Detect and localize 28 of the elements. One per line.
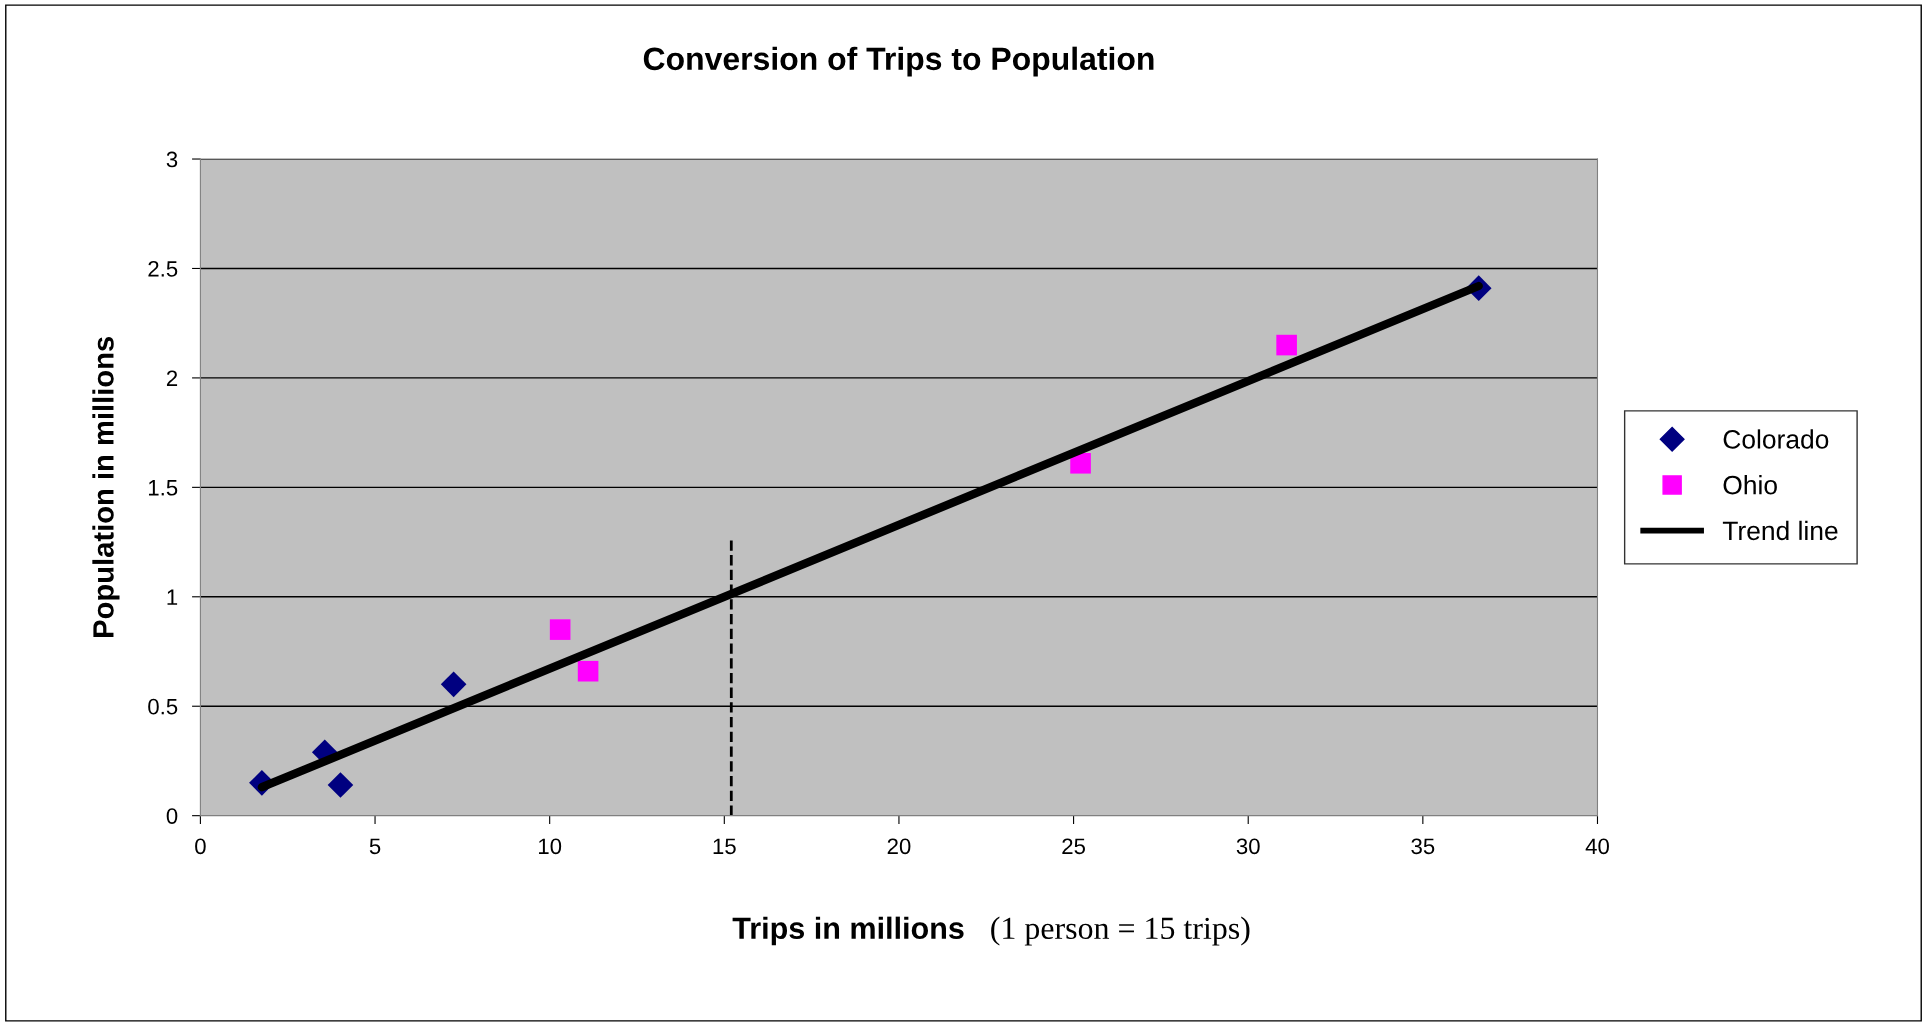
point [327,772,354,798]
x-tick-label: 15 [713,838,736,855]
point [1276,334,1297,356]
y-tick-label: 2.5 [148,261,178,277]
x-tick-label: 10 [539,838,562,855]
chart-title: Conversion of Trips to Population [643,46,1154,77]
y-tick-label: 0.5 [148,698,178,715]
x-tick-label: 5 [369,838,381,855]
legend-label: Trend line [1722,520,1838,541]
x-tick-label: 0 [195,838,206,855]
point [549,619,571,640]
point [440,671,467,698]
x-tick-label: 25 [1062,838,1086,855]
y-axis-title: Population in millions [92,337,120,637]
x-tick-label: 20 [887,838,911,855]
y-tick-label: 0 [166,808,178,824]
x-tick-label: 35 [1411,838,1435,855]
point [1070,452,1091,474]
x-tick-label: 40 [1585,838,1609,855]
legend-label: Colorado [1723,429,1829,449]
y-tick-label: 3 [166,151,178,168]
x-axis-title: Trips in millions (1 person = 15 trips) [732,916,1250,946]
x-tick-label: 30 [1236,838,1260,855]
y-tick-label: 1 [167,589,178,605]
y-tick-label: 1.5 [148,480,178,496]
y-tick-label: 2 [166,370,178,386]
legend-label: Ohio [1723,475,1777,495]
point [577,660,599,682]
